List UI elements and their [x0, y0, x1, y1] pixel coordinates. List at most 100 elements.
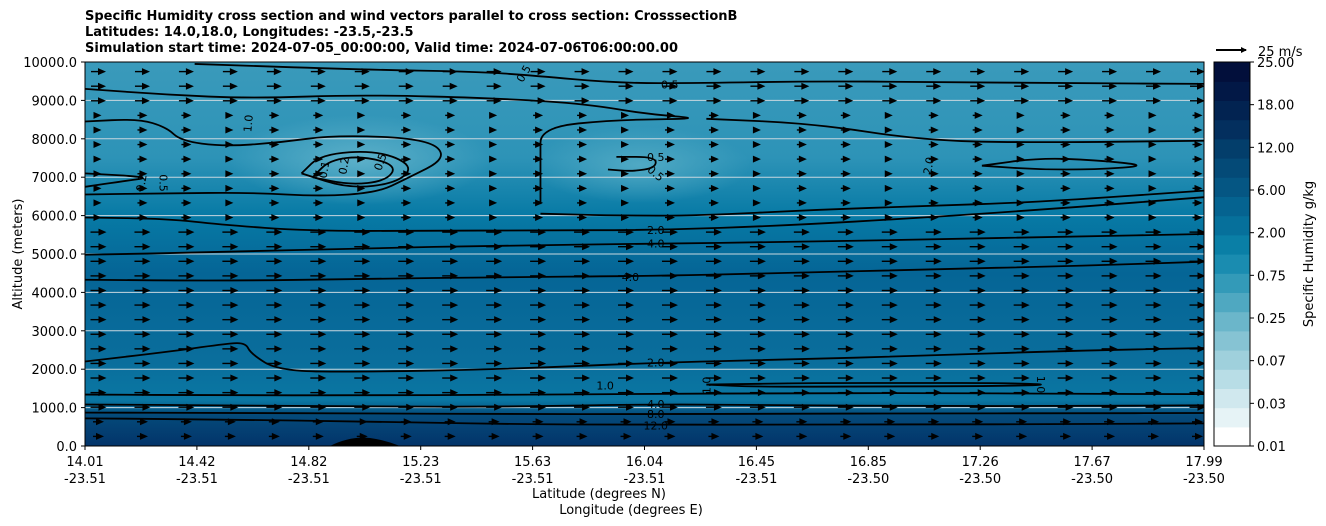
wind-arrow: [749, 301, 766, 309]
y-tick-label: 5000.0: [32, 248, 78, 263]
x-tick-label-lat: 14.82: [290, 455, 327, 470]
x-tick-label-lon: -23.51: [735, 472, 777, 487]
wind-arrow: [178, 272, 195, 280]
x-axis-label-latitude: Latitude (degrees N): [532, 487, 666, 502]
wind-arrow: [357, 111, 366, 119]
wind-arrow: [93, 141, 102, 149]
wind-arrow: [577, 170, 588, 178]
wind-arrow: [925, 374, 942, 382]
contour-line: [85, 87, 689, 205]
wind-arrow: [705, 243, 722, 251]
wind-arrow: [1013, 374, 1030, 382]
wind-arrow: [1145, 359, 1162, 367]
x-tick-label-lon: -23.51: [400, 472, 442, 487]
x-tick-label-lat: 14.01: [66, 455, 103, 470]
wind-arrow: [1102, 97, 1118, 105]
wind-arrow: [969, 228, 986, 236]
x-tick-label-lat: 17.67: [1073, 455, 1110, 470]
contour-label: 0.2: [336, 156, 352, 175]
wind-arrow: [1013, 243, 1030, 251]
wind-arrow: [574, 374, 591, 382]
colorbar-tick-label: 0.07: [1257, 355, 1286, 370]
contour-label: 1.0: [700, 377, 713, 395]
wind-arrow: [1192, 170, 1203, 178]
wind-arrow: [90, 243, 107, 251]
wind-arrow: [1146, 68, 1162, 76]
wind-arrow: [793, 301, 810, 309]
wind-arrow: [969, 272, 986, 280]
wind-arrow: [445, 199, 456, 207]
contour-line: [85, 403, 1204, 408]
wind-arrow: [840, 155, 851, 163]
wind-arrow: [752, 184, 761, 192]
wind-arrow: [401, 199, 412, 207]
wind-arrow: [1190, 97, 1204, 105]
wind-arrow: [1192, 111, 1203, 119]
wind-arrow: [970, 68, 986, 76]
wind-arrow: [925, 301, 942, 309]
wind-arrow: [661, 301, 678, 309]
wind-arrow: [706, 97, 722, 105]
wind-arrow: [1014, 97, 1030, 105]
wind-arrow: [1013, 228, 1030, 236]
wind-arrow: [357, 126, 366, 134]
contour-label: 0.2: [134, 173, 150, 192]
wind-arrow: [533, 184, 544, 192]
wind-arrow: [881, 316, 898, 324]
x-axis: 14.01 -23.51 14.42 -23.51 14.82 -23.51 15.23 -2…: [64, 446, 1225, 487]
contour-label: 0.5: [661, 78, 679, 91]
wind-arrow: [266, 345, 283, 353]
wind-arrow: [1148, 141, 1157, 149]
wind-arrow: [970, 82, 986, 90]
wind-arrow: [225, 126, 234, 134]
wind-arrow: [705, 316, 722, 324]
wind-arrow: [750, 97, 766, 105]
wind-arrow: [530, 359, 547, 367]
contour-line: [85, 233, 1204, 256]
wind-arrow: [313, 214, 324, 222]
wind-arrow: [530, 68, 546, 76]
wind-arrow: [749, 243, 766, 251]
contour-label: 4.0: [647, 238, 665, 251]
wind-arrow: [91, 68, 106, 76]
wind-arrow: [618, 97, 634, 105]
wind-arrow: [354, 97, 370, 105]
contour-label: 2.0: [647, 357, 665, 370]
wind-arrow: [664, 199, 675, 207]
wind-arrow: [969, 374, 986, 382]
wind-arrow: [576, 432, 588, 440]
x-tick-label-lon: -23.50: [847, 472, 889, 487]
wind-arrow: [489, 141, 498, 149]
wind-arrow: [310, 345, 327, 353]
wind-arrow: [796, 184, 807, 192]
wind-arrow: [1192, 184, 1203, 192]
wind-arrow: [354, 330, 371, 338]
wind-arrow: [1101, 228, 1118, 236]
wind-arrow: [310, 82, 326, 90]
contour-label: 4.0: [647, 398, 665, 411]
wind-arrow: [225, 111, 234, 119]
wind-arrow: [134, 228, 151, 236]
wind-arrow: [225, 170, 234, 178]
colorbar-frame: [1213, 61, 1251, 447]
colorbar-segment: [1214, 158, 1250, 178]
wind-arrow: [621, 199, 630, 207]
wind-arrow: [1060, 214, 1071, 222]
wind-arrow: [881, 257, 898, 265]
wind-arrow: [664, 418, 676, 426]
wind-arrow: [708, 432, 720, 440]
colorbar-segment: [1214, 292, 1250, 313]
wind-arrow: [266, 286, 283, 294]
wind-arrow: [969, 359, 986, 367]
wind-arrow: [793, 374, 810, 382]
wind-arrow: [881, 301, 898, 309]
contour-label: 0.5: [647, 151, 665, 164]
wind-arrow: [840, 214, 851, 222]
contour-label: 2.0: [921, 156, 937, 175]
wind-arrow: [925, 257, 942, 265]
wind-arrow: [749, 316, 766, 324]
wind-arrow: [928, 155, 939, 163]
wind-arrow: [664, 184, 675, 192]
y-tick-label: 0.0: [56, 440, 77, 455]
